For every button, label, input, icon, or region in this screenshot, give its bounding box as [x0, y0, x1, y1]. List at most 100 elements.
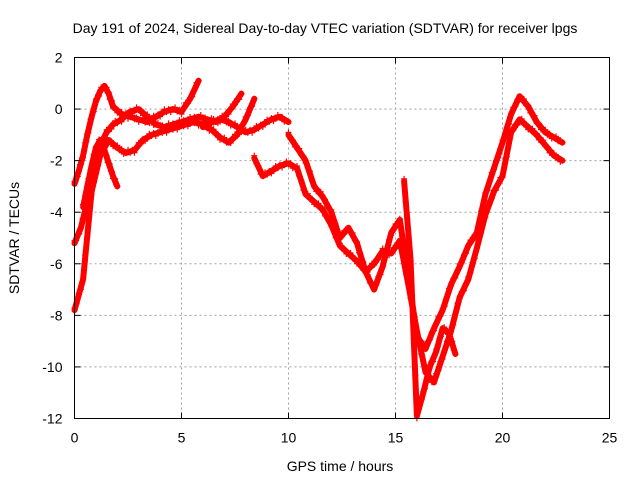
data-point: [244, 112, 251, 119]
data-point: [152, 115, 159, 122]
data-point: [429, 358, 436, 365]
data-point: [454, 267, 461, 274]
data-point: [225, 111, 232, 118]
data-point: [159, 109, 166, 116]
data-point: [206, 122, 213, 129]
data-point: [90, 151, 97, 158]
data-point: [112, 175, 119, 182]
data-point: [101, 132, 108, 139]
data-point: [469, 237, 476, 244]
data-point: [184, 123, 191, 130]
data-point: [90, 179, 97, 186]
data-point: [118, 108, 125, 115]
x-tick-label: 20: [495, 430, 511, 446]
data-point: [300, 187, 307, 194]
data-point: [533, 130, 540, 137]
data-point: [392, 245, 399, 252]
data-point: [137, 106, 144, 113]
data-point: [227, 140, 234, 147]
data-point: [86, 209, 93, 216]
data-point: [93, 145, 100, 152]
data-point: [394, 221, 401, 228]
data-point: [131, 149, 138, 156]
data-point: [112, 104, 119, 111]
data-point: [93, 96, 100, 103]
data-point: [184, 100, 191, 107]
data-point: [108, 125, 115, 132]
y-tick-labels: -12 -10 -8 -6 -4 -2 0 2: [42, 50, 62, 427]
data-point: [88, 115, 95, 122]
data-point: [234, 133, 241, 140]
data-point: [114, 142, 121, 149]
series-track-g: [285, 93, 566, 352]
data-point: [449, 338, 456, 345]
axis-ticks: [74, 57, 610, 419]
data-point: [289, 137, 296, 144]
data-point: [441, 347, 448, 354]
data-point: [88, 190, 95, 197]
data-point: [105, 89, 112, 96]
data-point: [469, 259, 476, 266]
y-tick-label: -6: [50, 256, 63, 272]
data-point: [261, 120, 268, 127]
data-point: [77, 161, 84, 168]
data-point: [102, 151, 109, 158]
data-point: [473, 232, 480, 239]
data-point: [210, 126, 217, 133]
data-point: [465, 242, 472, 249]
data-point: [555, 153, 562, 160]
data-point: [450, 347, 457, 354]
data-point: [467, 269, 474, 276]
data-point: [315, 200, 322, 207]
data-point: [296, 145, 303, 152]
x-tick-label: 25: [602, 430, 618, 446]
x-tick-label: 0: [71, 430, 79, 446]
data-point: [415, 407, 422, 414]
data-point: [105, 160, 112, 167]
data-point: [178, 111, 185, 118]
data-point: [426, 365, 433, 372]
data-point: [189, 93, 196, 100]
data-point: [448, 282, 455, 289]
x-tick-label: 15: [388, 430, 404, 446]
data-point: [499, 174, 506, 181]
data-point: [443, 294, 450, 301]
data-point: [452, 351, 459, 358]
data-point: [91, 102, 98, 109]
data-point: [118, 118, 125, 125]
data-point: [450, 321, 457, 328]
data-point: [74, 173, 81, 180]
data-point: [249, 103, 256, 110]
data-point: [227, 106, 234, 113]
data-point: [418, 350, 425, 357]
data-point: [508, 111, 515, 118]
data-point: [294, 162, 301, 169]
data-point: [386, 237, 393, 244]
data-point: [236, 96, 243, 103]
data-point: [535, 120, 542, 127]
data-point: [108, 97, 115, 104]
data-point: [486, 178, 493, 185]
data-point: [505, 140, 512, 147]
data-point: [251, 126, 258, 133]
data-point: [86, 174, 93, 181]
data-point: [336, 235, 343, 241]
data-point: [525, 102, 532, 109]
data-point: [101, 144, 108, 151]
data-point: [197, 112, 204, 119]
data-point: [202, 114, 209, 121]
data-point: [540, 137, 547, 144]
data-point: [401, 244, 408, 251]
data-point: [76, 230, 83, 237]
data-series: [71, 77, 566, 422]
y-tick-label: 2: [55, 50, 63, 66]
data-point: [202, 124, 209, 131]
data-point: [129, 110, 136, 117]
data-point: [287, 160, 294, 167]
data-point: [452, 274, 459, 281]
data-point: [475, 220, 482, 227]
data-point: [452, 311, 459, 318]
data-point: [107, 167, 114, 174]
data-point: [259, 123, 266, 130]
data-point: [377, 251, 384, 258]
